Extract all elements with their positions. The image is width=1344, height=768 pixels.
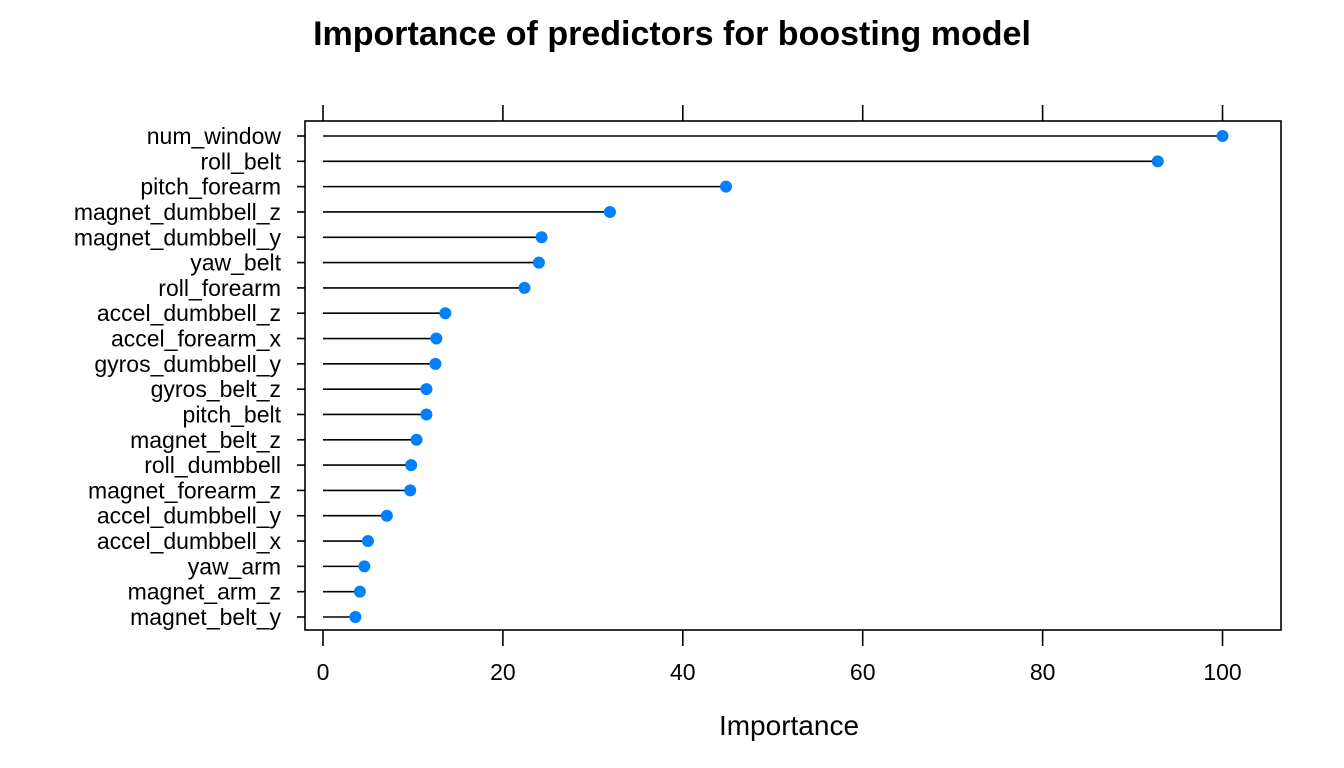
y-tick-label-accel_dumbbell_x: accel_dumbbell_x xyxy=(97,528,282,554)
y-tick-label-yaw_belt: yaw_belt xyxy=(190,250,281,276)
y-tick-label-pitch_belt: pitch_belt xyxy=(183,401,282,427)
y-tick-label-magnet_arm_z: magnet_arm_z xyxy=(128,579,281,605)
point-magnet_forearm_z xyxy=(404,484,417,497)
x-tick-label-40: 40 xyxy=(670,659,696,685)
stem-lines xyxy=(322,135,1223,618)
point-accel_dumbbell_y xyxy=(380,509,393,522)
point-magnet_belt_y xyxy=(349,611,362,623)
y-tick-label-magnet_belt_y: magnet_belt_y xyxy=(130,604,281,630)
y-tick-label-roll_dumbbell: roll_dumbbell xyxy=(144,452,281,478)
y-tick-label-accel_dumbbell_y: accel_dumbbell_y xyxy=(97,503,282,529)
x-ticks xyxy=(322,105,1224,646)
x-tick-label-60: 60 xyxy=(850,659,876,685)
x-tick-label-100: 100 xyxy=(1203,659,1241,685)
x-tick-label-20: 20 xyxy=(490,659,516,685)
point-roll_dumbbell xyxy=(405,459,418,472)
point-yaw_belt xyxy=(532,256,545,269)
point-pitch_forearm xyxy=(719,180,732,193)
point-gyros_belt_z xyxy=(420,383,433,396)
y-tick-label-gyros_dumbbell_y: gyros_dumbbell_y xyxy=(94,351,281,377)
y-tick-label-gyros_belt_z: gyros_belt_z xyxy=(151,376,281,402)
y-tick-label-magnet_belt_z: magnet_belt_z xyxy=(130,427,281,453)
y-tick-label-pitch_forearm: pitch_forearm xyxy=(140,174,281,200)
x-axis-label: Importance xyxy=(719,710,859,741)
point-roll_belt xyxy=(1151,155,1164,168)
y-tick-label-accel_dumbbell_z: accel_dumbbell_z xyxy=(97,300,281,326)
point-accel_dumbbell_z xyxy=(439,307,452,320)
y-tick-label-roll_forearm: roll_forearm xyxy=(158,275,281,301)
point-accel_forearm_x xyxy=(430,332,443,345)
y-tick-labels: num_windowroll_beltpitch_forearmmagnet_d… xyxy=(74,123,305,630)
point-magnet_arm_z xyxy=(353,585,366,598)
y-tick-label-yaw_arm: yaw_arm xyxy=(188,553,281,579)
data-points xyxy=(349,130,1229,623)
point-magnet_belt_z xyxy=(410,433,423,446)
point-yaw_arm xyxy=(358,560,371,573)
y-tick-label-magnet_dumbbell_y: magnet_dumbbell_y xyxy=(74,224,282,250)
x-tick-labels: 0 20 40 60 80 100 xyxy=(317,659,1242,685)
y-tick-label-magnet_forearm_z: magnet_forearm_z xyxy=(88,477,281,503)
point-gyros_dumbbell_y xyxy=(429,357,442,370)
y-tick-label-magnet_dumbbell_z: magnet_dumbbell_z xyxy=(74,199,281,225)
point-roll_forearm xyxy=(518,281,531,294)
point-pitch_belt xyxy=(420,408,433,421)
y-tick-label-roll_belt: roll_belt xyxy=(200,148,281,174)
point-magnet_dumbbell_z xyxy=(603,205,616,218)
plot-frame xyxy=(304,120,1282,631)
x-tick-label-0: 0 xyxy=(317,659,330,685)
point-magnet_dumbbell_y xyxy=(535,231,548,244)
y-tick-label-accel_forearm_x: accel_forearm_x xyxy=(111,326,282,352)
y-tick-label-num_window: num_window xyxy=(147,123,282,149)
x-tick-label-80: 80 xyxy=(1030,659,1056,685)
chart-title: Importance of predictors for boosting mo… xyxy=(313,15,1031,53)
point-accel_dumbbell_x xyxy=(361,535,374,548)
point-num_window xyxy=(1216,130,1229,142)
